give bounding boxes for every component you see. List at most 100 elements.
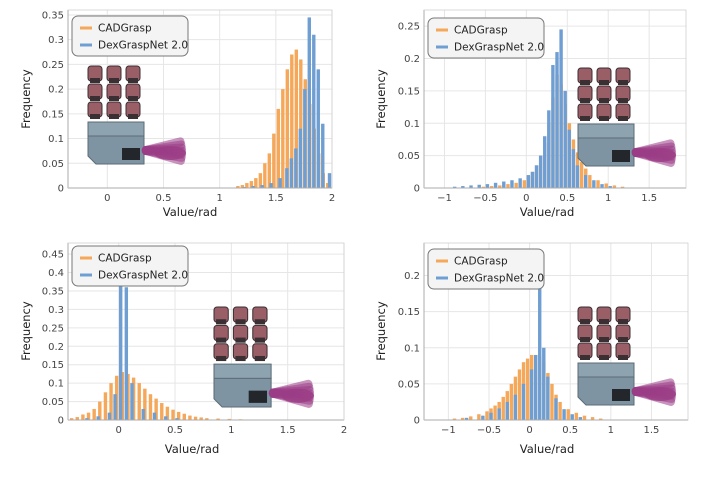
bar-cadgrasp <box>86 412 91 420</box>
finger-joint <box>599 98 609 103</box>
bar-dexgraspnet <box>269 183 273 188</box>
bar-cadgrasp <box>489 186 494 188</box>
x-tick-label: −1 <box>441 425 456 436</box>
x-tick-label: 0.5 <box>562 425 578 436</box>
y-tick-label: 0 <box>58 184 64 195</box>
bar-cadgrasp <box>493 405 497 420</box>
finger-joint <box>216 319 227 325</box>
wrist-mount <box>248 390 268 403</box>
bar-dexgraspnet <box>118 272 123 420</box>
y-tick-label: 0.3 <box>48 35 64 46</box>
chart-panel-4: −1 −0.5 0 0.5 1 1.5 0 0.05 0.1 0.15 0.2 Value/rad Fr… <box>374 242 689 456</box>
x-tick-label: 1.5 <box>268 193 284 204</box>
y-tick-label: 0.15 <box>398 86 420 97</box>
thumb-tip <box>644 148 676 162</box>
bar-dexgraspnet <box>497 408 501 420</box>
y-tick-label: 0.2 <box>404 271 420 282</box>
bar-dexgraspnet <box>583 175 588 188</box>
x-tick-label: 0 <box>116 425 122 436</box>
bar-cadgrasp <box>165 406 170 420</box>
finger-joint <box>618 80 628 85</box>
bar-cadgrasp <box>469 416 473 420</box>
y-tick-label: 0.4 <box>48 268 64 279</box>
bar-dexgraspnet <box>570 414 574 420</box>
legend-label: DexGraspNet 2.0 <box>454 42 544 54</box>
x-tick-label: 0.5 <box>167 425 183 436</box>
wrist-mount <box>612 389 630 401</box>
bar-dexgraspnet <box>285 168 289 188</box>
legend-label: CADGrasp <box>98 253 152 265</box>
bar-dexgraspnet <box>124 287 129 420</box>
x-tick-label: 1 <box>228 425 234 436</box>
bar-dexgraspnet <box>575 165 580 188</box>
bar-dexgraspnet <box>493 182 498 188</box>
bar-cadgrasp <box>498 185 502 188</box>
bar-dexgraspnet <box>505 401 509 420</box>
bar-dexgraspnet <box>85 418 89 420</box>
bar-dexgraspnet <box>96 416 100 420</box>
palm-top <box>213 363 272 379</box>
x-tick-label: 1.5 <box>280 425 296 436</box>
finger-joint <box>235 355 246 362</box>
x-tick-label: 1 <box>605 193 611 204</box>
finger-joint <box>618 319 628 324</box>
y-axis-label: Frequency <box>19 301 33 361</box>
bar-cadgrasp <box>525 358 530 420</box>
bar-dexgraspnet <box>567 129 571 188</box>
bar-cadgrasp <box>249 181 254 188</box>
bar-cadgrasp <box>460 417 465 420</box>
bar-dexgraspnet <box>554 398 558 420</box>
legend-label: CADGrasp <box>454 25 508 37</box>
y-tick-label: 0 <box>58 416 64 427</box>
finger-joint <box>599 355 609 360</box>
bar-dexgraspnet <box>533 354 538 420</box>
legend-label: CADGrasp <box>454 256 508 268</box>
bar-cadgrasp <box>522 180 527 188</box>
finger-joint <box>618 98 628 103</box>
robotic-hand-icon <box>577 67 677 167</box>
y-tick-label: 0.1 <box>48 134 64 145</box>
x-tick-label: 1 <box>608 425 614 436</box>
legend-label: CADGrasp <box>98 23 152 35</box>
bar-cadgrasp <box>517 369 522 420</box>
x-tick-label: 0.5 <box>559 193 575 204</box>
y-tick-label: 0.25 <box>42 323 64 334</box>
finger-joint <box>109 114 119 119</box>
finger-joint <box>90 96 100 101</box>
bar-cadgrasp <box>477 414 481 420</box>
bar-cadgrasp <box>176 411 181 420</box>
y-tick-label: 0.1 <box>404 119 420 130</box>
bar-dexgraspnet <box>469 185 473 188</box>
y-tick-label: 0.25 <box>398 22 420 33</box>
chart-panel-1: 0 0.5 1 1.5 2 0 0.05 0.1 0.15 0.2 0.25 0.3 0.35 Value… <box>19 9 335 219</box>
y-tick-label: 0.25 <box>42 60 64 71</box>
finger-joint <box>216 337 227 343</box>
bar-dexgraspnet <box>461 186 465 188</box>
legend-label: DexGraspNet 2.0 <box>98 270 188 282</box>
bar-cadgrasp <box>98 401 102 420</box>
bar-dexgraspnet <box>107 412 112 420</box>
bar-dexgraspnet <box>251 186 255 188</box>
bar-dexgraspnet <box>518 178 522 188</box>
y-axis-label: Frequency <box>19 69 33 129</box>
bar-dexgraspnet <box>303 89 307 188</box>
x-tick-label: 0 <box>104 193 110 204</box>
finger-joint <box>128 114 138 119</box>
y-tick-label: 0.05 <box>42 397 64 408</box>
y-tick-label: 0.3 <box>48 305 64 316</box>
bar-cadgrasp <box>258 173 263 188</box>
legend-box <box>427 248 545 290</box>
thumb-tip <box>154 146 186 160</box>
thumb-tip <box>281 388 314 403</box>
bar-dexgraspnet <box>608 186 612 188</box>
bar-cadgrasp <box>485 411 489 420</box>
finger-joint <box>580 116 590 121</box>
finger-joint <box>599 80 609 85</box>
bar-dexgraspnet <box>152 412 157 420</box>
bar-dexgraspnet <box>530 171 535 188</box>
robotic-hand-icon <box>577 306 677 406</box>
bar-cadgrasp <box>267 153 272 188</box>
bar-dexgraspnet <box>542 347 546 420</box>
bar-dexgraspnet <box>555 52 559 189</box>
x-tick-label: 1 <box>216 193 222 204</box>
